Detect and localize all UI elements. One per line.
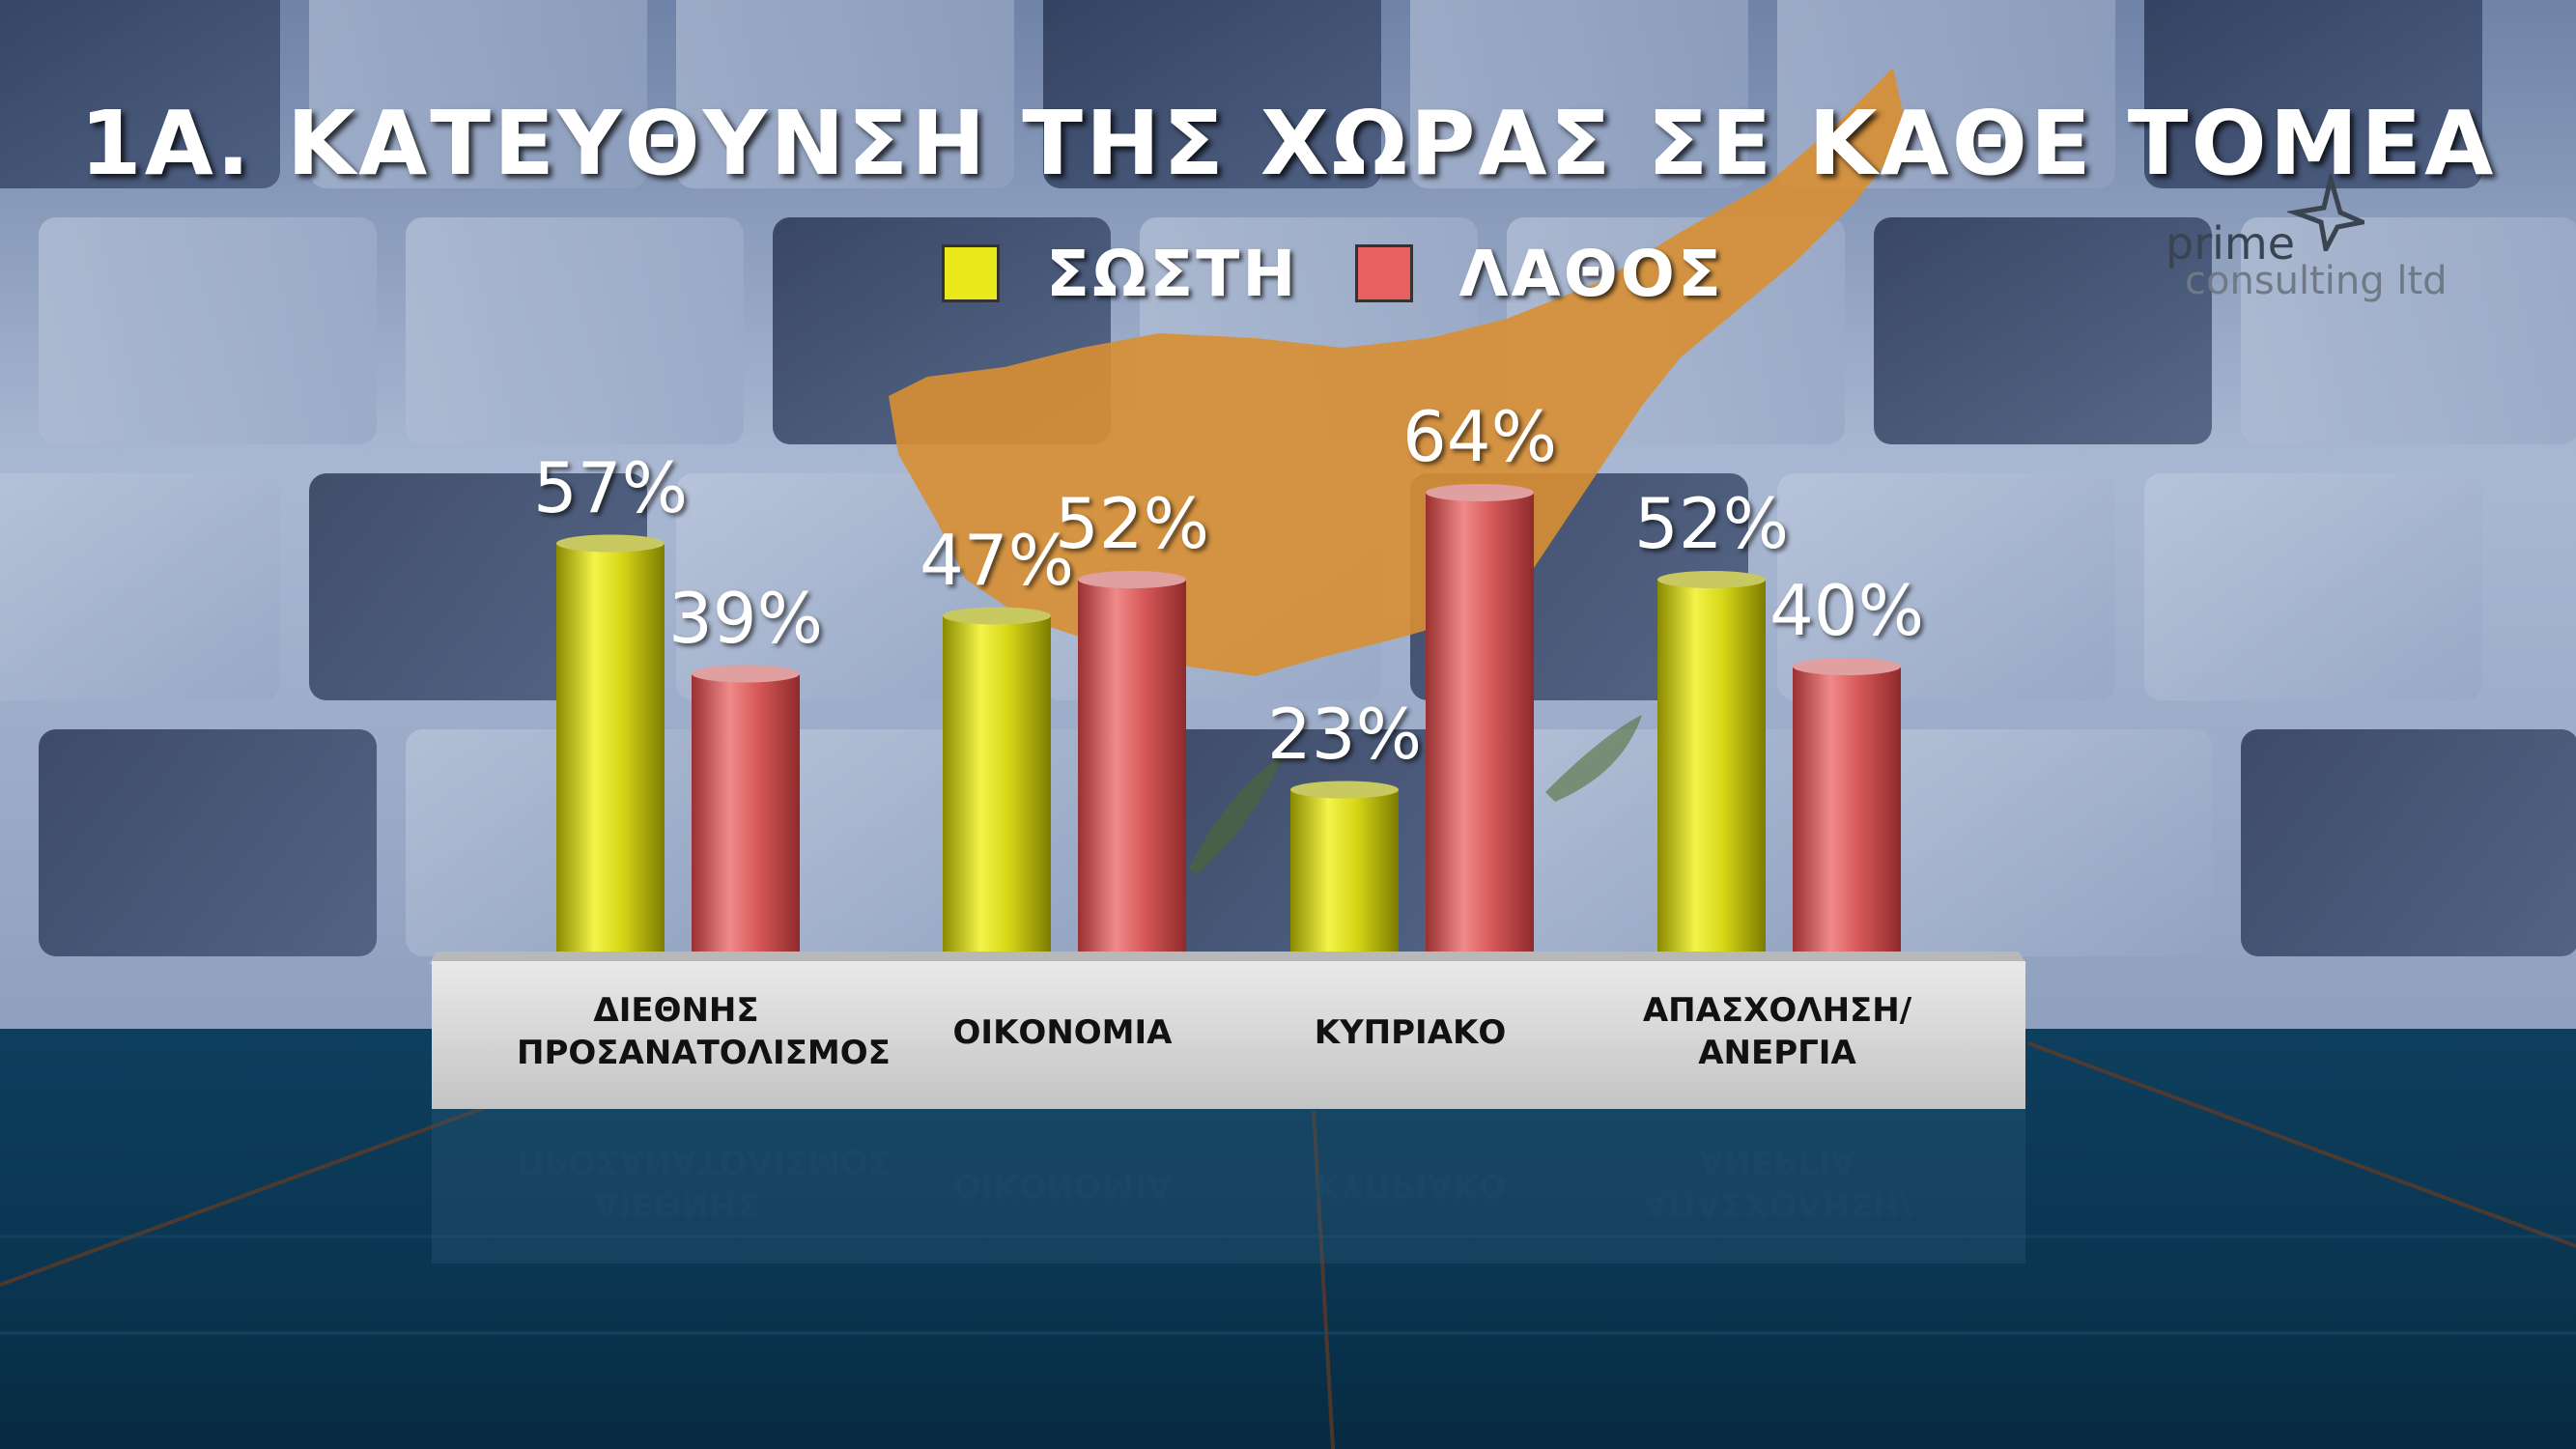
bar-correct-3 <box>1290 789 1399 956</box>
bar-wrong-2 <box>1078 580 1186 956</box>
background-tile <box>0 473 280 700</box>
legend: ΣΩΣΤΗ ΛΑΘΟΣ <box>942 237 1780 311</box>
background-tile <box>0 0 280 188</box>
value-label-correct-4: 52% <box>1633 483 1790 564</box>
bar-cap-correct-4 <box>1657 571 1766 588</box>
chart-base-reflection <box>432 1109 2025 1264</box>
legend-swatch-correct <box>942 244 1000 302</box>
background-tile <box>2241 217 2576 444</box>
category-reflection-4: ΑΠΑΣΧΟΛΗΣΗ/ΑΝΕΡΓΙΑ <box>1642 1142 1912 1223</box>
bar-cap-wrong-4 <box>1793 658 1901 675</box>
star-compass-icon <box>2287 174 2364 251</box>
bar-correct-4 <box>1657 580 1766 956</box>
cyprus-map-shape <box>889 68 1908 676</box>
background-tile <box>2144 473 2482 700</box>
bar-cap-wrong-1 <box>692 665 800 683</box>
bar-correct-2 <box>943 615 1051 956</box>
prime-consulting-logo: prime consulting ltd <box>2162 174 2451 309</box>
background-tile <box>309 0 647 188</box>
bar-cap-correct-3 <box>1290 781 1399 799</box>
legend-swatch-wrong <box>1354 244 1413 302</box>
chart-base-top <box>429 952 2026 964</box>
background-tile <box>1874 729 2212 956</box>
value-label-correct-3: 23% <box>1266 693 1423 775</box>
floor-line-1 <box>0 1099 503 1287</box>
category-reflection-2: ΟΙΚΟΝΟΜΙΑ <box>952 1166 1173 1205</box>
bar-wrong-1 <box>692 673 800 956</box>
value-label-wrong-4: 40% <box>1769 570 1925 651</box>
bar-cap-wrong-3 <box>1426 484 1534 501</box>
category-label-4: ΑΠΑΣΧΟΛΗΣΗ/ΑΝΕΡΓΙΑ <box>1642 991 1912 1072</box>
category-label-3: ΚΥΠΡΙΑΚΟ <box>1314 1013 1507 1052</box>
floor-line-3 <box>2027 1041 2576 1248</box>
background-tile <box>1410 0 1748 188</box>
legend-label-correct: ΣΩΣΤΗ <box>1046 236 1299 311</box>
background-tile <box>39 729 377 956</box>
bar-wrong-4 <box>1793 667 1901 956</box>
logo-text-prime: prime <box>2166 217 2296 270</box>
value-label-wrong-2: 52% <box>1054 483 1210 564</box>
background-tile <box>39 217 377 444</box>
background-tile <box>676 0 1014 188</box>
chart-base <box>432 961 2025 1109</box>
value-label-wrong-1: 39% <box>667 577 824 659</box>
background-tile <box>406 217 744 444</box>
background-tile <box>2241 729 2576 956</box>
bar-cap-wrong-2 <box>1078 571 1186 588</box>
category-reflection-1: ΔΙΕΘΝΗΣ ΠΡΟΣΑΝΑΤΟΛΙΣΜΟΣ <box>517 1142 891 1223</box>
value-label-correct-2: 47% <box>919 519 1075 601</box>
bar-correct-1 <box>556 543 665 956</box>
category-label-1: ΔΙΕΘΝΗΣ ΠΡΟΣΑΝΑΤΟΛΙΣΜΟΣ <box>517 991 891 1072</box>
value-label-wrong-3: 64% <box>1401 396 1558 477</box>
background-tile <box>773 729 1111 956</box>
category-label-2: ΟΙΚΟΝΟΜΙΑ <box>952 1013 1173 1052</box>
floor-line-2 <box>1312 1110 1335 1449</box>
bar-cap-correct-2 <box>943 607 1051 625</box>
chart-title: 1Α. ΚΑΤΕΥΘΥΝΣΗ ΤΗΣ ΧΩΡΑΣ ΣΕ ΚΑΘΕ ΤΟΜΕΑ <box>79 92 2497 195</box>
olive-branch-left <box>1188 753 1285 874</box>
category-reflection-3: ΚΥΠΡΙΑΚΟ <box>1314 1166 1507 1205</box>
value-label-correct-1: 57% <box>532 446 689 528</box>
background-tile <box>2144 0 2482 188</box>
background-tile <box>1043 0 1381 188</box>
bar-wrong-3 <box>1426 493 1534 956</box>
bar-cap-correct-1 <box>556 534 665 553</box>
background-tile <box>1874 217 2212 444</box>
olive-branch-right <box>1545 715 1642 802</box>
legend-label-wrong: ΛΑΘΟΣ <box>1458 236 1725 311</box>
logo-text-consulting: consulting ltd <box>2185 259 2448 303</box>
background-wall <box>0 0 2576 1034</box>
